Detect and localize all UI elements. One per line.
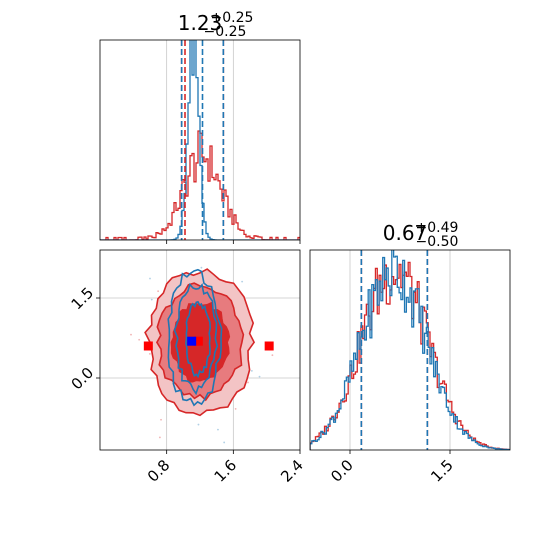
scatter-point bbox=[157, 290, 160, 293]
contour-panel: 0.8 1.6 2.4 1.5 0.0 bbox=[68, 249, 307, 486]
scatter-point bbox=[200, 266, 203, 269]
quantile-lines bbox=[180, 40, 225, 240]
scatter-point bbox=[148, 352, 151, 355]
y-ticks: 1.5 0.0 bbox=[68, 284, 100, 394]
quantile-lines bbox=[360, 250, 429, 450]
y-tick-label: 0.0 bbox=[68, 364, 98, 394]
panel-title: 1.23 bbox=[178, 11, 223, 35]
scatter-point bbox=[241, 280, 244, 283]
panel-title: 0.67 bbox=[383, 221, 428, 245]
square-marker bbox=[187, 336, 197, 346]
scatter-point bbox=[234, 407, 237, 410]
scatter-point bbox=[197, 423, 200, 426]
blue-contour bbox=[167, 268, 223, 407]
x-ticks: 0.8 1.6 2.4 bbox=[144, 450, 307, 486]
title-minus-error: −0.50 bbox=[416, 234, 459, 250]
square-marker bbox=[264, 341, 274, 351]
scatter-point bbox=[258, 375, 261, 378]
panel-background bbox=[310, 250, 510, 450]
point-markers bbox=[143, 336, 274, 351]
title-plus-error: +0.49 bbox=[416, 220, 459, 236]
grid-lines bbox=[166, 40, 234, 240]
scatter-point bbox=[149, 277, 151, 280]
title-value: 0.67 bbox=[383, 221, 428, 245]
scatter-point bbox=[150, 298, 153, 301]
tick-marks bbox=[166, 240, 301, 244]
title-value: 1.23 bbox=[178, 11, 223, 35]
scatter-point bbox=[223, 441, 226, 444]
hist-panel-param2: 0.0 1.5 0.67 +0.49 −0.50 bbox=[309, 220, 511, 486]
blue-contours bbox=[167, 268, 223, 407]
y-tick-label: 1.5 bbox=[68, 284, 98, 314]
scatter-point bbox=[130, 333, 132, 336]
x-ticks: 0.0 1.5 bbox=[327, 450, 457, 486]
x-tick-label: 0.8 bbox=[144, 456, 174, 486]
panel-frame bbox=[309, 249, 511, 451]
square-marker bbox=[143, 341, 153, 351]
x-tick-label: 2.4 bbox=[277, 456, 307, 486]
red-histogram bbox=[310, 261, 510, 450]
hist-panel-param1: 1.23 +0.25 −0.25 bbox=[99, 10, 301, 244]
grid-lines bbox=[349, 250, 451, 450]
x-tick-label: 0.0 bbox=[327, 456, 357, 486]
blue-contour bbox=[185, 300, 212, 379]
x-tick-label: 1.6 bbox=[211, 456, 241, 486]
blue-contour bbox=[173, 283, 219, 396]
title-plus-error: +0.25 bbox=[211, 10, 254, 26]
blue-histogram bbox=[100, 40, 300, 240]
panel-frame bbox=[99, 39, 301, 241]
scatter-point bbox=[160, 418, 162, 421]
scatter-point bbox=[250, 370, 253, 372]
panel-frame bbox=[99, 249, 301, 451]
scatter-point bbox=[271, 354, 274, 357]
scatter-point bbox=[247, 381, 249, 384]
title-minus-error: −0.25 bbox=[204, 24, 247, 40]
scatter-point bbox=[158, 436, 161, 439]
blue-histogram bbox=[310, 250, 510, 450]
scatter-point bbox=[217, 428, 219, 431]
scatter-point bbox=[138, 338, 141, 341]
square-marker bbox=[193, 336, 203, 346]
x-tick-label: 1.5 bbox=[427, 456, 457, 486]
